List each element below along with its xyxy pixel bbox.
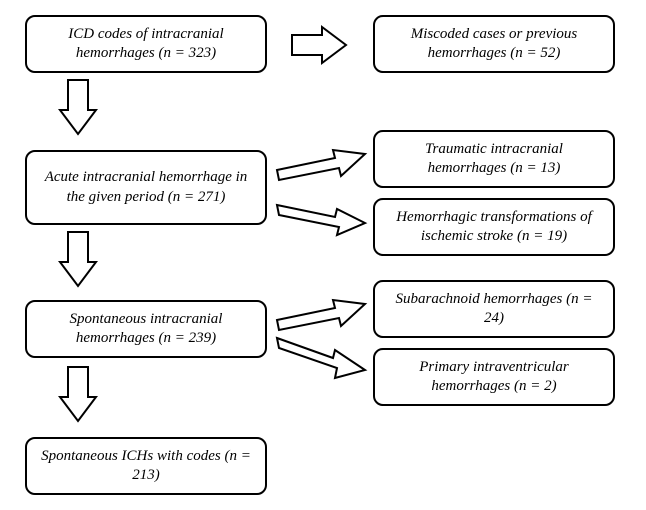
arrow-diag-1 bbox=[275, 140, 370, 182]
node-transform-label: Hemorrhagic transformations of ischemic … bbox=[387, 208, 601, 247]
node-subarachnoid-label: Subarachnoid hemorrhages (n = 24) bbox=[387, 290, 601, 329]
node-acute: Acute intracranial hemorrhage in the giv… bbox=[25, 150, 267, 225]
node-icd: ICD codes of intracranial hemorrhages (n… bbox=[25, 15, 267, 73]
node-primary-iv-label: Primary intraventricular hemorrhages (n … bbox=[387, 358, 601, 397]
node-spontaneous-ich-label: Spontaneous ICHs with codes (n = 213) bbox=[39, 447, 253, 486]
arrow-diag-4 bbox=[275, 332, 370, 382]
arrow-diag-3 bbox=[275, 290, 370, 332]
node-spontaneous-ich: Spontaneous ICHs with codes (n = 213) bbox=[25, 437, 267, 495]
node-primary-iv: Primary intraventricular hemorrhages (n … bbox=[373, 348, 615, 406]
arrow-diag-2 bbox=[275, 195, 370, 237]
node-miscoded-label: Miscoded cases or previous hemorrhages (… bbox=[387, 25, 601, 64]
node-miscoded: Miscoded cases or previous hemorrhages (… bbox=[373, 15, 615, 73]
node-transform: Hemorrhagic transformations of ischemic … bbox=[373, 198, 615, 256]
node-subarachnoid: Subarachnoid hemorrhages (n = 24) bbox=[373, 280, 615, 338]
arrow-down-3 bbox=[58, 365, 98, 425]
node-traumatic: Traumatic intracranial hemorrhages (n = … bbox=[373, 130, 615, 188]
node-icd-label: ICD codes of intracranial hemorrhages (n… bbox=[39, 25, 253, 64]
arrow-right-1 bbox=[290, 25, 350, 65]
arrow-down-1 bbox=[58, 78, 98, 138]
arrow-down-2 bbox=[58, 230, 98, 290]
node-spontaneous-intra-label: Spontaneous intracranial hemorrhages (n … bbox=[39, 310, 253, 349]
node-traumatic-label: Traumatic intracranial hemorrhages (n = … bbox=[387, 140, 601, 179]
node-spontaneous-intra: Spontaneous intracranial hemorrhages (n … bbox=[25, 300, 267, 358]
node-acute-label: Acute intracranial hemorrhage in the giv… bbox=[39, 168, 253, 207]
